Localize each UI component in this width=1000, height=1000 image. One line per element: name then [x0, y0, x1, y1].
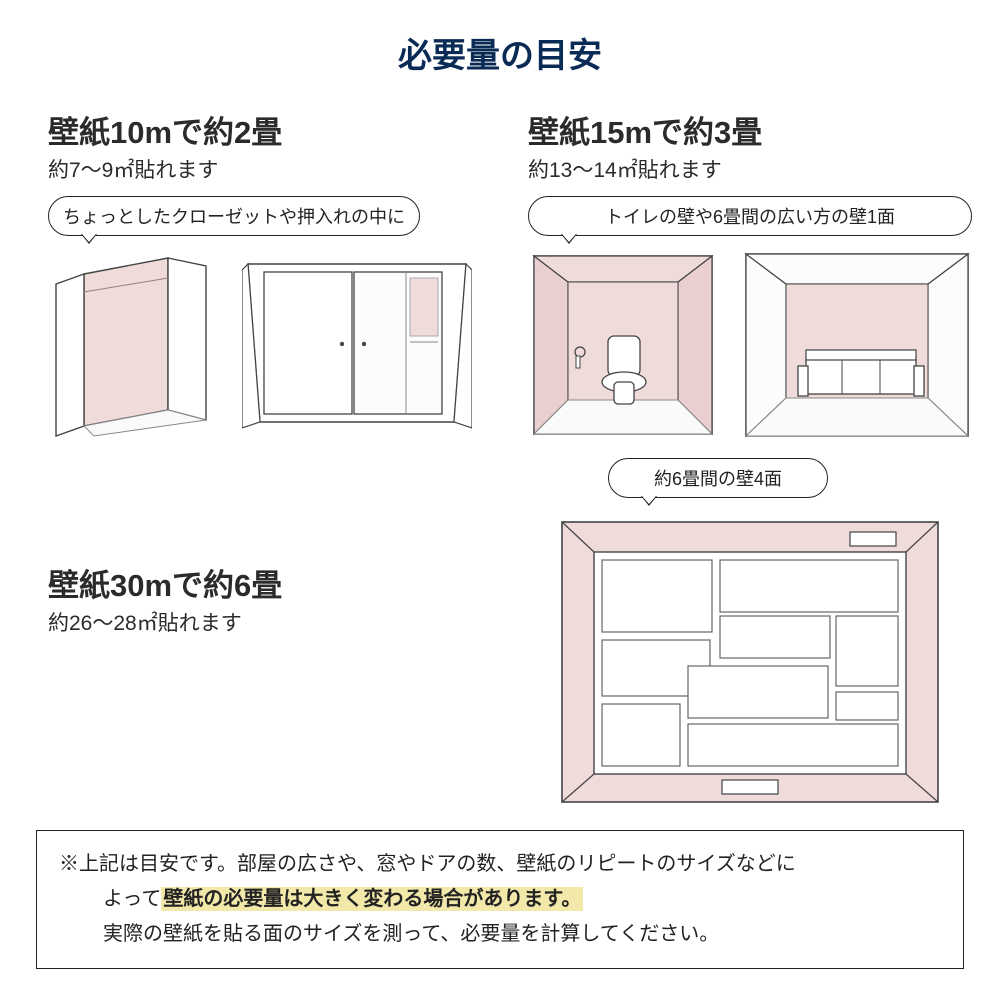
footnote-highlight: 壁紙の必要量は大きく変わる場合があります。	[161, 887, 583, 911]
footnote-text: 実際の壁紙を貼る面のサイズを測って、必要量を計算してください。	[103, 923, 719, 945]
section-heading: 壁紙10mで約2畳	[48, 107, 472, 152]
section-30m: 壁紙30mで約6畳 約26～28㎡貼れます	[48, 450, 472, 812]
caption-bubble: ちょっとしたクローゼットや押入れの中に	[48, 196, 420, 236]
living-room-illustration	[742, 250, 972, 440]
sections-grid: 壁紙10mで約2畳 約7～9㎡貼れます ちょっとしたクローゼットや押入れの中に	[0, 77, 1000, 812]
section-sub: 約26～28㎡貼れます	[48, 607, 472, 637]
floor-plan-illustration	[550, 512, 950, 812]
footnote-line: よって壁紙の必要量は大きく変わる場合があります。	[59, 882, 941, 917]
section-10m: 壁紙10mで約2畳 約7～9㎡貼れます ちょっとしたクローゼットや押入れの中に	[48, 107, 472, 440]
section-heading: 壁紙15mで約3畳	[528, 107, 972, 152]
illustration-row	[528, 250, 972, 440]
section-6jo-plan: 約6畳間の壁4面	[528, 450, 972, 812]
section-sub: 約13～14㎡貼れます	[528, 154, 972, 184]
section-sub: 約7～9㎡貼れます	[48, 154, 472, 184]
footnote-line: ※上記は目安です。部屋の広さや、窓やドアの数、壁紙のリピートのサイズなどに	[59, 847, 941, 882]
illustration-row	[48, 250, 472, 440]
caption-bubble: トイレの壁や6畳間の広い方の壁1面	[528, 196, 972, 236]
closet-open-illustration	[48, 250, 218, 440]
page-title: 必要量の目安	[0, 0, 1000, 77]
closet-sliding-illustration	[242, 250, 472, 440]
section-heading: 壁紙30mで約6畳	[48, 560, 472, 605]
caption-bubble: 約6畳間の壁4面	[608, 458, 828, 498]
section-15m: 壁紙15mで約3畳 約13～14㎡貼れます トイレの壁や6畳間の広い方の壁1面	[528, 107, 972, 440]
toilet-room-illustration	[528, 250, 718, 440]
footnote-line: 実際の壁紙を貼る面のサイズを測って、必要量を計算してください。	[59, 917, 941, 952]
footnote-text: よって	[103, 888, 161, 910]
footnote-text: ※上記は目安です。部屋の広さや、窓やドアの数、壁紙のリピートのサイズなどに	[59, 853, 796, 875]
footnote-box: ※上記は目安です。部屋の広さや、窓やドアの数、壁紙のリピートのサイズなどに よっ…	[36, 830, 964, 969]
